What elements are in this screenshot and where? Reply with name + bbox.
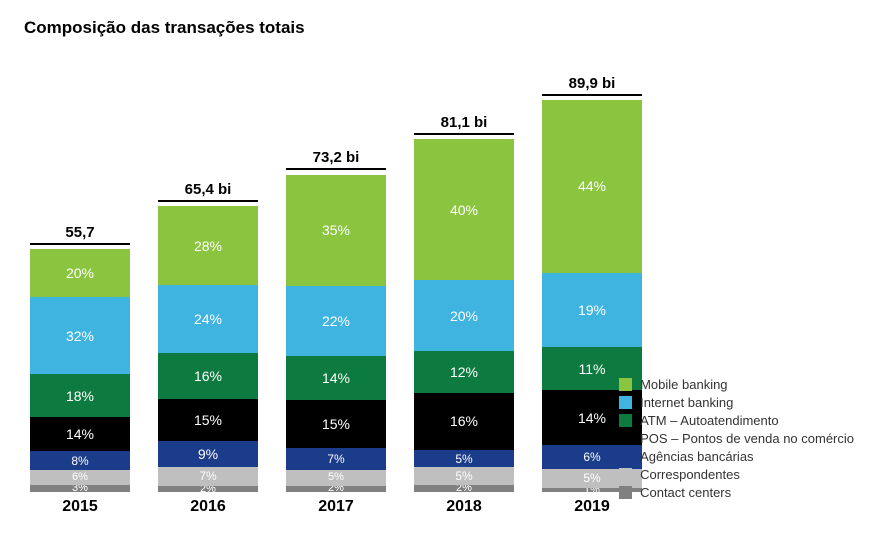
bar-segment-contact: 2%: [286, 486, 386, 492]
bar-segment-agencias: 9%: [158, 441, 258, 466]
bar-segment-corresp: 6%: [30, 470, 130, 484]
bar-segment-contact: 2%: [158, 486, 258, 492]
legend-item-internet: Internet banking: [619, 395, 854, 410]
legend-label: Internet banking: [640, 395, 733, 410]
bar-segment-mobile: 44%: [542, 100, 642, 272]
bar-stack: 35%22%14%15%7%5%2%: [286, 174, 386, 492]
bar-segment-pos: 16%: [414, 393, 514, 449]
legend-swatch: [619, 396, 632, 409]
bar-stack: 28%24%16%15%9%7%2%: [158, 206, 258, 492]
legend-label: Mobile banking: [640, 377, 727, 392]
legend-item-atm: ATM – Autoatendimento: [619, 413, 854, 428]
bar-segment-agencias: 5%: [414, 450, 514, 468]
bar-segment-internet: 22%: [286, 286, 386, 356]
legend-label: ATM – Autoatendimento: [640, 413, 779, 428]
legend-item-agencias: Agências bancárias: [619, 449, 854, 464]
bar-segment-atm: 16%: [158, 353, 258, 398]
bar-segment-internet: 32%: [30, 297, 130, 374]
legend-item-corresp: Correspondentes: [619, 467, 854, 482]
bar-total-label: 89,9 bi: [542, 75, 642, 96]
bar-segment-internet: 19%: [542, 273, 642, 347]
legend-swatch: [619, 432, 632, 445]
legend-swatch: [619, 378, 632, 391]
bar-segment-corresp: 7%: [158, 467, 258, 487]
legend-item-mobile: Mobile banking: [619, 377, 854, 392]
bar-segment-atm: 12%: [414, 351, 514, 393]
bar-segment-atm: 18%: [30, 374, 130, 417]
bar-segment-agencias: 7%: [286, 448, 386, 470]
bar-column: 55,7 20%32%18%14%8%6%3% 2015: [30, 224, 130, 516]
bar-segment-mobile: 40%: [414, 139, 514, 280]
bar-x-label: 2018: [446, 498, 482, 516]
bar-segment-corresp: 5%: [414, 467, 514, 485]
bar-total-label: 73,2 bi: [286, 149, 386, 170]
legend-swatch: [619, 450, 632, 463]
bar-segment-agencias: 8%: [30, 451, 130, 470]
legend-item-pos: POS – Pontos de venda no comércio: [619, 431, 854, 446]
bar-column: 65,4 bi 28%24%16%15%9%7%2% 2016: [158, 181, 258, 516]
bar-x-label: 2015: [62, 498, 98, 516]
bar-segment-pos: 15%: [158, 399, 258, 441]
bar-segment-internet: 20%: [414, 280, 514, 351]
bar-segment-corresp: 5%: [286, 470, 386, 486]
legend-label: Agências bancárias: [640, 449, 753, 464]
legend: Mobile banking Internet banking ATM – Auto…: [619, 374, 854, 503]
legend-swatch: [619, 486, 632, 499]
bar-x-label: 2019: [574, 498, 610, 516]
bar-stack: 40%20%12%16%5%5%2%: [414, 139, 514, 492]
bar-segment-mobile: 35%: [286, 175, 386, 286]
legend-swatch: [619, 468, 632, 481]
chart-title: Composição das transações totais: [24, 18, 856, 38]
legend-label: POS – Pontos de venda no comércio: [640, 431, 854, 446]
legend-item-contact: Contact centers: [619, 485, 854, 500]
legend-swatch: [619, 414, 632, 427]
bar-segment-internet: 24%: [158, 285, 258, 353]
bar-stack: 20%32%18%14%8%6%3%: [30, 249, 130, 492]
legend-label: Correspondentes: [640, 467, 740, 482]
bar-x-label: 2017: [318, 498, 354, 516]
bar-total-label: 81,1 bi: [414, 114, 514, 135]
bar-segment-pos: 15%: [286, 400, 386, 448]
bar-column: 73,2 bi 35%22%14%15%7%5%2% 2017: [286, 149, 386, 516]
bar-segment-mobile: 28%: [158, 206, 258, 285]
bar-segment-contact: 2%: [414, 485, 514, 492]
bar-group: 55,720%32%18%14%8%6%3%201565,4 bi28%24%1…: [24, 75, 642, 516]
bar-x-label: 2016: [190, 498, 226, 516]
bar-segment-mobile: 20%: [30, 249, 130, 297]
bar-segment-pos: 14%: [30, 417, 130, 451]
bar-total-label: 65,4 bi: [158, 181, 258, 202]
bar-total-label: 55,7: [30, 224, 130, 245]
bar-segment-atm: 14%: [286, 356, 386, 400]
bar-segment-contact: 3%: [30, 485, 130, 492]
bar-column: 81,1 bi40%20%12%16%5%5%2%2018: [414, 114, 514, 516]
legend-label: Contact centers: [640, 485, 731, 500]
